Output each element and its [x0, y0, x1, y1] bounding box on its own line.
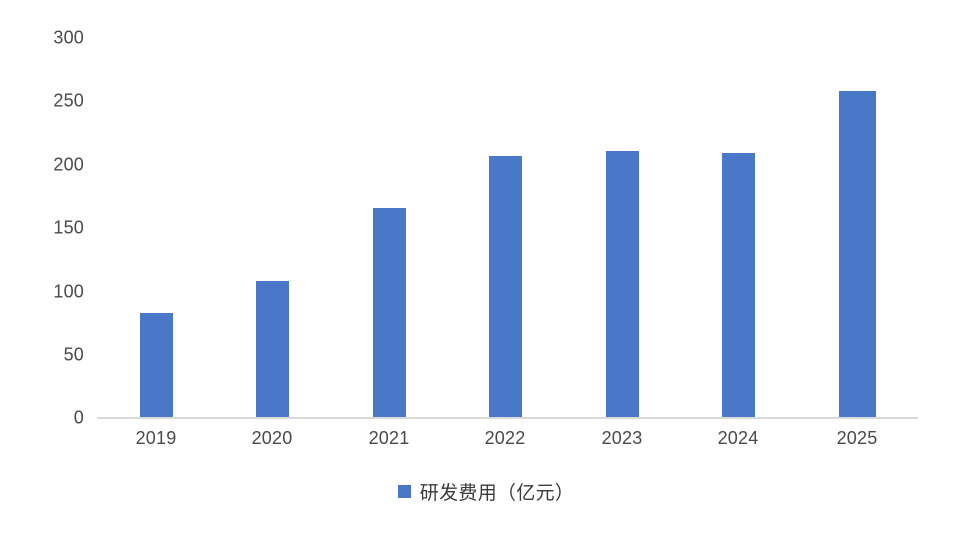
bar-2025 [839, 91, 876, 418]
bar-2019 [140, 312, 173, 418]
y-tick-label-150: 150 [53, 217, 84, 238]
x-tick-label-2020: 2020 [251, 428, 293, 448]
bar-2020 [256, 281, 289, 418]
x-tick-label-2025: 2025 [836, 428, 878, 448]
bar-2023 [606, 150, 639, 418]
y-tick-label-250: 250 [53, 90, 84, 111]
y-tick-label-0: 0 [73, 407, 84, 428]
legend-label-rd-expense: 研发费用（亿元） [419, 482, 575, 504]
bar-2022 [489, 155, 522, 418]
y-tick-label-50: 50 [63, 344, 84, 365]
chart-legend: 研发费用（亿元） [0, 478, 972, 505]
bar-2021 [373, 207, 406, 418]
y-tick-label-100: 100 [53, 281, 84, 302]
x-tick-label-2023: 2023 [601, 428, 643, 448]
x-axis-line [97, 417, 918, 419]
x-tick-label-2021: 2021 [368, 428, 410, 448]
y-tick-label-300: 300 [53, 27, 84, 48]
legend-swatch-icon [397, 485, 411, 498]
x-tick-label-2022: 2022 [484, 428, 526, 448]
bar-2024 [722, 153, 755, 418]
x-tick-label-2024: 2024 [717, 428, 759, 448]
y-tick-label-200: 200 [53, 154, 84, 175]
x-tick-label-2019: 2019 [135, 428, 177, 448]
